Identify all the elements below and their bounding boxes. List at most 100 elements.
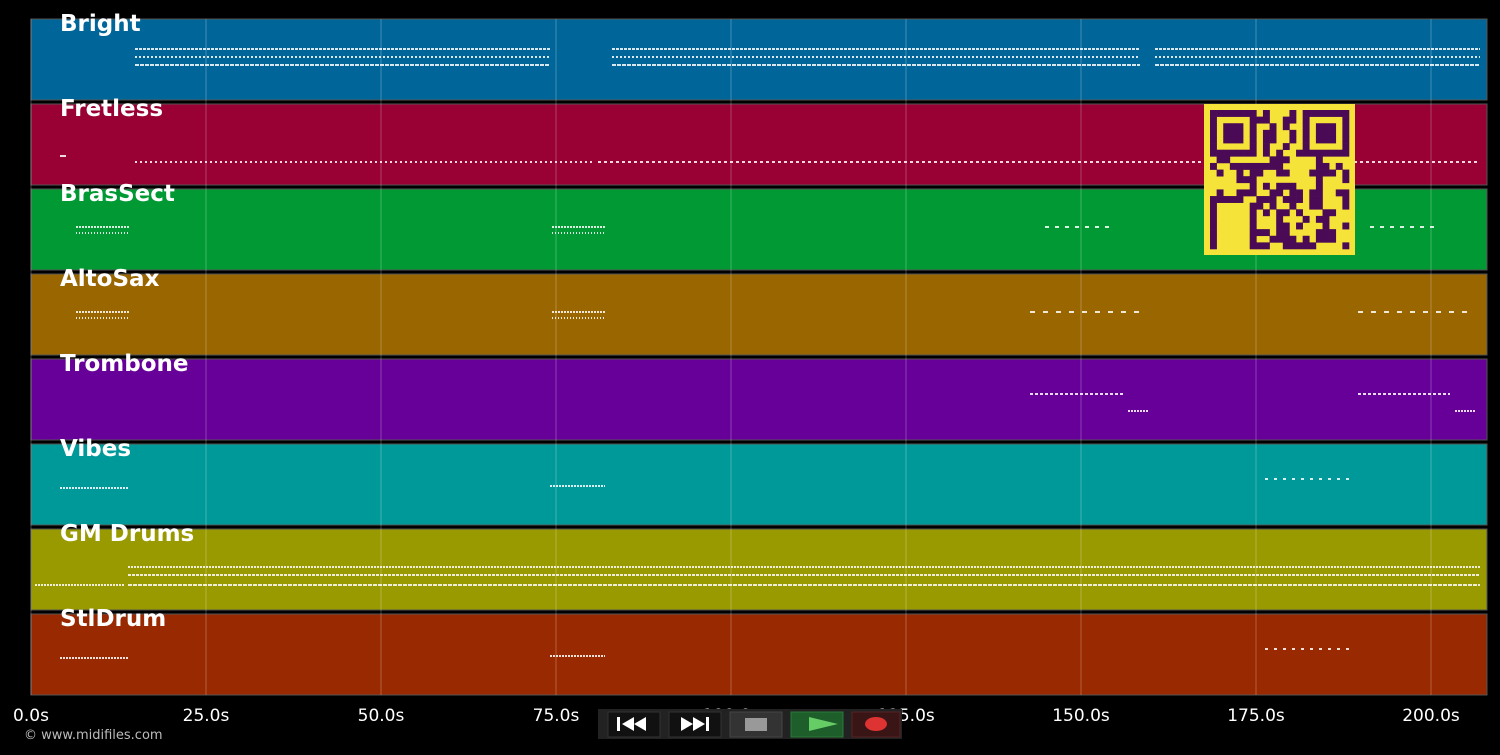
qr-cell xyxy=(1282,182,1290,190)
qr-cell xyxy=(1282,229,1290,237)
qr-cell xyxy=(1223,110,1231,117)
qr-cell xyxy=(1249,162,1257,170)
qr-cell xyxy=(1269,235,1277,243)
qr-cell xyxy=(1229,196,1237,203)
qr-cell xyxy=(1322,215,1330,223)
qr-cell xyxy=(1276,169,1284,177)
play-button[interactable] xyxy=(790,711,844,738)
qr-cell xyxy=(1322,209,1330,217)
qr-cell xyxy=(1322,123,1330,131)
qr-cell xyxy=(1335,189,1343,197)
qr-cell xyxy=(1309,189,1317,197)
qr-cell xyxy=(1342,123,1350,131)
qr-cell xyxy=(1302,235,1310,243)
qr-cell xyxy=(1249,149,1257,157)
qr-cell xyxy=(1262,129,1270,137)
qr-cell xyxy=(1249,189,1257,197)
qr-cell xyxy=(1315,202,1323,210)
qr-cell xyxy=(1329,129,1337,137)
qr-cell xyxy=(1223,136,1231,144)
tick-label: 75.0s xyxy=(533,706,580,726)
qr-cell xyxy=(1309,196,1317,203)
qr-cell xyxy=(1223,196,1231,203)
qr-cell xyxy=(1236,136,1244,144)
track-lane xyxy=(30,443,1488,526)
qr-cell xyxy=(1322,149,1330,157)
qr-cell xyxy=(1269,129,1277,137)
qr-cell xyxy=(1269,162,1277,170)
footer: © www.midifiles.com xyxy=(24,728,163,743)
qr-cell xyxy=(1276,189,1284,197)
qr-cell xyxy=(1329,169,1337,177)
qr-cell xyxy=(1210,136,1217,144)
qr-cell xyxy=(1309,149,1317,157)
qr-cell xyxy=(1315,176,1323,184)
qr-cell xyxy=(1296,242,1303,250)
qr-cell xyxy=(1315,215,1323,223)
qr-cell xyxy=(1329,123,1337,131)
qr-cell xyxy=(1282,209,1290,217)
qr-cell xyxy=(1302,129,1310,137)
rewind-button[interactable] xyxy=(607,711,661,738)
tick-label: 50.0s xyxy=(358,706,405,726)
track-name: GM Drums xyxy=(60,521,194,547)
qr-cell xyxy=(1282,196,1290,203)
qr-cell xyxy=(1289,116,1297,124)
qr-cell xyxy=(1262,196,1270,203)
qr-cell xyxy=(1216,189,1224,197)
qr-cell xyxy=(1262,229,1270,237)
qr-cell xyxy=(1262,116,1270,124)
qr-cell xyxy=(1315,196,1323,203)
qr-cell xyxy=(1216,156,1224,164)
qr-cell xyxy=(1276,215,1284,223)
qr-cell xyxy=(1276,182,1284,190)
track-name: BrasSect xyxy=(60,181,175,207)
qr-cell xyxy=(1342,129,1350,137)
qr-cell xyxy=(1289,110,1297,117)
qr-cell xyxy=(1262,162,1270,170)
record-button[interactable] xyxy=(851,711,901,738)
qr-cell xyxy=(1322,169,1330,177)
qr-cell xyxy=(1223,123,1231,131)
stop-button[interactable] xyxy=(729,711,783,738)
qr-cell xyxy=(1335,110,1343,117)
qr-cell xyxy=(1329,229,1337,237)
qr-cell xyxy=(1229,149,1237,157)
qr-cell xyxy=(1315,136,1323,144)
qr-cell xyxy=(1229,110,1237,117)
qr-cell xyxy=(1256,196,1264,203)
notes xyxy=(35,48,1480,659)
forward-button[interactable] xyxy=(668,711,722,738)
qr-cell xyxy=(1249,136,1257,144)
qr-cell xyxy=(1296,196,1303,203)
qr-cell xyxy=(1302,136,1310,144)
qr-cell xyxy=(1249,229,1257,237)
qr-cell xyxy=(1210,202,1217,210)
qr-cell xyxy=(1342,116,1350,124)
track-lane xyxy=(30,528,1488,611)
qr-cell xyxy=(1249,169,1257,177)
qr-cell xyxy=(1302,110,1310,117)
qr-cell xyxy=(1236,189,1244,197)
qr-cell xyxy=(1256,242,1264,250)
qr-cell xyxy=(1309,110,1317,117)
qr-cell xyxy=(1329,209,1337,217)
qr-cell xyxy=(1276,162,1284,170)
qr-cell xyxy=(1296,189,1303,197)
qr-cell xyxy=(1289,129,1297,137)
qr-cell xyxy=(1223,156,1231,164)
qr-cell xyxy=(1236,149,1244,157)
track-name: AltoSax xyxy=(60,266,160,292)
qr-cell xyxy=(1249,143,1257,151)
qr-cell xyxy=(1322,129,1330,137)
qr-cell xyxy=(1210,209,1217,217)
qr-cell xyxy=(1249,123,1257,131)
qr-code xyxy=(1204,104,1355,255)
qr-cell xyxy=(1315,129,1323,137)
qr-cell xyxy=(1315,162,1323,170)
qr-cell xyxy=(1216,149,1224,157)
qr-cell xyxy=(1229,129,1237,137)
qr-cell xyxy=(1269,136,1277,144)
qr-cell xyxy=(1315,182,1323,190)
